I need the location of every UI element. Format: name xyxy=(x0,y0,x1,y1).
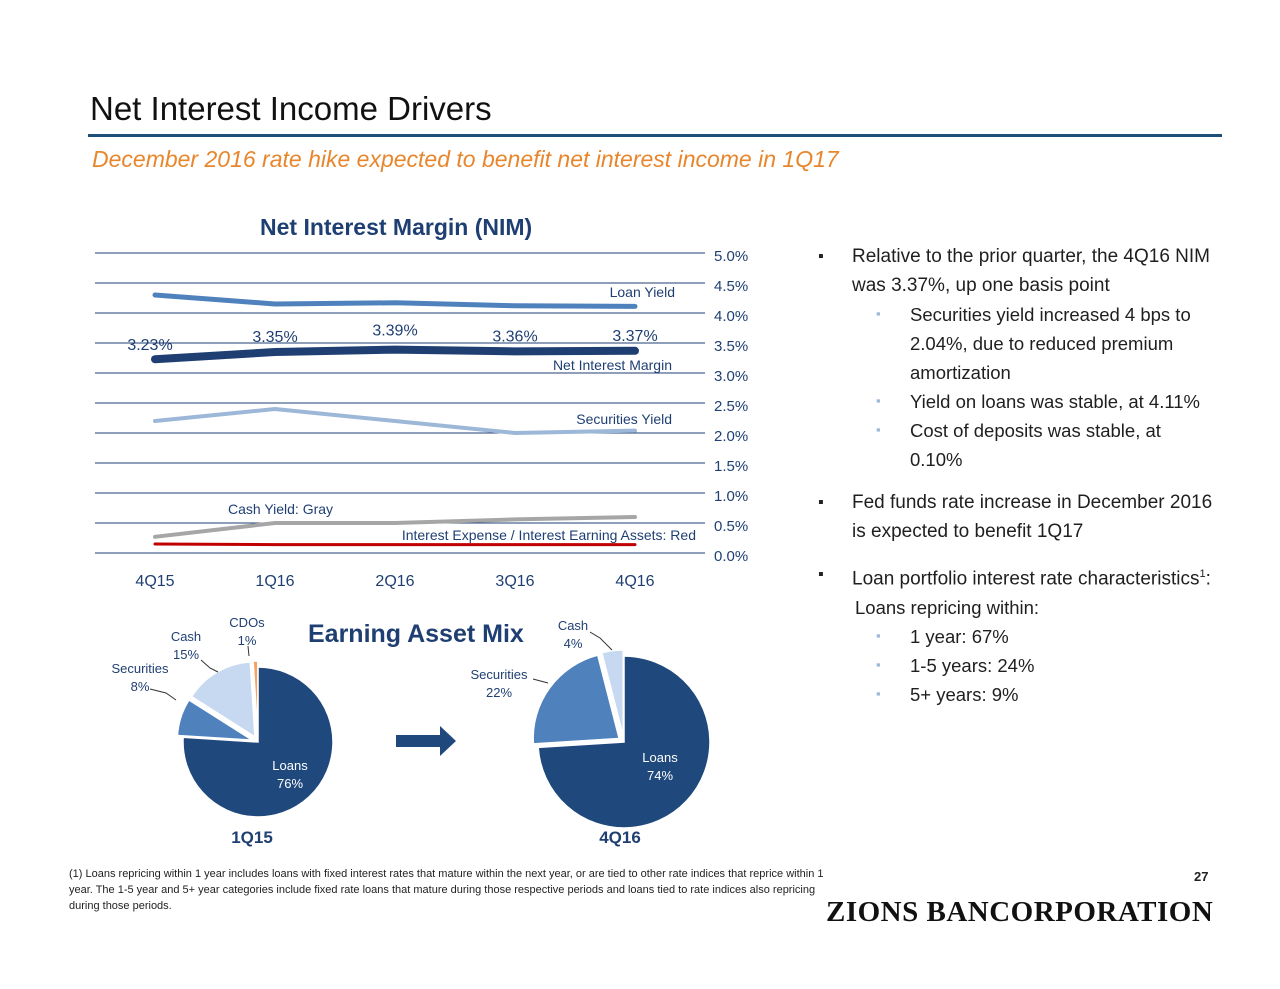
bullet-gap xyxy=(818,546,1218,560)
bullet-suffix: : xyxy=(1205,568,1211,590)
y-tick-label: 2.0% xyxy=(714,428,748,445)
pie-slice-value: 15% xyxy=(173,647,199,662)
pie-caption: 4Q16 xyxy=(599,828,641,847)
series-label: Securities Yield xyxy=(576,411,672,427)
pie-slice xyxy=(600,649,624,737)
nim-data-label: 3.35% xyxy=(252,329,297,346)
series-label: Interest Expense / Interest Earning Asse… xyxy=(402,527,696,543)
bullet-text: Securities yield increased 4 bps to 2.04… xyxy=(910,304,1191,383)
bullet-text: 1 year: 67% xyxy=(910,626,1009,648)
bullet-item: Relative to the prior quarter, the 4Q16 … xyxy=(818,242,1218,300)
pie-slice-label: CDOs xyxy=(229,615,265,630)
series-line xyxy=(151,345,639,364)
bullet-item: 5+ years: 9% xyxy=(818,679,1218,709)
earning-asset-mix-title: Earning Asset Mix xyxy=(308,620,524,648)
bullet-text: Fed funds rate increase in December 2016… xyxy=(852,492,1213,542)
y-tick-label: 0.0% xyxy=(714,548,748,565)
pie-slice-label: Securities xyxy=(111,661,169,676)
y-tick-label: 1.5% xyxy=(714,458,748,475)
bullet-item: 1 year: 67% xyxy=(818,621,1218,651)
y-tick-label: 4.5% xyxy=(714,278,748,295)
pie-slice-label: Cash xyxy=(558,618,588,633)
commentary-bullets: Relative to the prior quarter, the 4Q16 … xyxy=(818,242,1218,709)
y-tick-label: 4.0% xyxy=(714,308,748,325)
pie-slice-value: 74% xyxy=(647,768,673,783)
pie-slice-label: Cash xyxy=(171,629,201,644)
series-label: Net Interest Margin xyxy=(553,357,672,373)
bullet-gap xyxy=(818,474,1218,488)
pie-slice xyxy=(252,660,259,737)
series-label: Loan Yield xyxy=(610,284,675,300)
pie-leader-line xyxy=(149,688,177,701)
y-tick-label: 3.0% xyxy=(714,368,748,385)
page-title: Net Interest Income Drivers xyxy=(90,90,492,127)
pie-slice xyxy=(537,655,711,829)
bullet-item: Loan portfolio interest rate characteris… xyxy=(818,560,1218,593)
y-tick-label: 2.5% xyxy=(714,398,748,415)
pie-slice xyxy=(182,666,334,818)
x-tick-label: 4Q15 xyxy=(135,573,174,590)
nim-data-label: 3.39% xyxy=(372,323,417,340)
page-number: 27 xyxy=(1194,869,1209,884)
series-line xyxy=(153,515,637,539)
bullet-text: Cost of deposits was stable, at 0.10% xyxy=(910,420,1161,470)
bullet-item: Securities yield increased 4 bps to 2.04… xyxy=(818,299,1218,387)
title-divider xyxy=(88,134,1222,137)
series-line xyxy=(153,407,637,435)
pie-slice xyxy=(532,654,621,745)
x-tick-label: 1Q16 xyxy=(255,573,294,590)
pie-leader-line xyxy=(247,645,250,657)
y-tick-label: 3.5% xyxy=(714,338,748,355)
series-label: Cash Yield: Gray xyxy=(228,501,333,517)
bullet-text: Relative to the prior quarter, the 4Q16 … xyxy=(852,246,1211,296)
pie-slice-value: 22% xyxy=(486,685,512,700)
pie-slice-value: 8% xyxy=(131,679,150,694)
pie-leader-line xyxy=(532,678,549,684)
pie-slice-value: 1% xyxy=(238,633,257,648)
series-line xyxy=(152,292,638,309)
series-line xyxy=(153,542,637,547)
pie-leader-line xyxy=(589,631,613,651)
pie-slice xyxy=(176,698,253,741)
bullet-item: Cost of deposits was stable, at 0.10% xyxy=(818,415,1218,474)
y-tick-label: 5.0% xyxy=(714,248,748,265)
nim-data-label: 3.23% xyxy=(127,337,172,354)
footnote-marker: 1 xyxy=(1199,568,1206,580)
pie-slice-label: Loans xyxy=(642,750,678,765)
bullet-item: 1-5 years: 24% xyxy=(818,650,1218,680)
x-tick-label: 4Q16 xyxy=(615,573,654,590)
bullet-item: Fed funds rate increase in December 2016… xyxy=(818,488,1218,546)
pie-slice-label: Loans xyxy=(272,758,308,773)
pie-leader-line xyxy=(200,659,219,673)
bullet-text: Loans repricing within: xyxy=(855,597,1040,619)
footnote: (1) Loans repricing within 1 year includ… xyxy=(69,868,824,912)
bullet-text: Yield on loans was stable, at 4.11% xyxy=(910,391,1201,412)
pie-slice-value: 4% xyxy=(564,636,583,651)
bullet-item: Loans repricing within: xyxy=(818,593,1218,622)
company-logo: ZIONS BANCORPORATION xyxy=(826,896,1214,928)
pie-slice-label: Securities xyxy=(470,667,528,682)
pie-slice-value: 76% xyxy=(277,776,303,791)
y-tick-label: 1.0% xyxy=(714,488,748,505)
bullet-item: Yield on loans was stable, at 4.11% xyxy=(818,386,1218,416)
y-tick-label: 0.5% xyxy=(714,518,748,535)
x-tick-label: 3Q16 xyxy=(495,573,534,590)
nim-chart-title: Net Interest Margin (NIM) xyxy=(260,214,533,240)
bullet-text: Loan portfolio interest rate characteris… xyxy=(852,568,1200,590)
bullet-text: 5+ years: 9% xyxy=(910,684,1019,706)
page-subtitle: December 2016 rate hike expected to bene… xyxy=(92,146,839,172)
bullet-text: 1-5 years: 24% xyxy=(910,655,1035,677)
pie-slice xyxy=(190,661,256,739)
x-tick-label: 2Q16 xyxy=(375,573,414,590)
nim-data-label: 3.37% xyxy=(612,328,657,345)
arrow-icon xyxy=(396,726,456,756)
pie-caption: 1Q15 xyxy=(231,828,273,847)
nim-data-label: 3.36% xyxy=(492,328,537,345)
